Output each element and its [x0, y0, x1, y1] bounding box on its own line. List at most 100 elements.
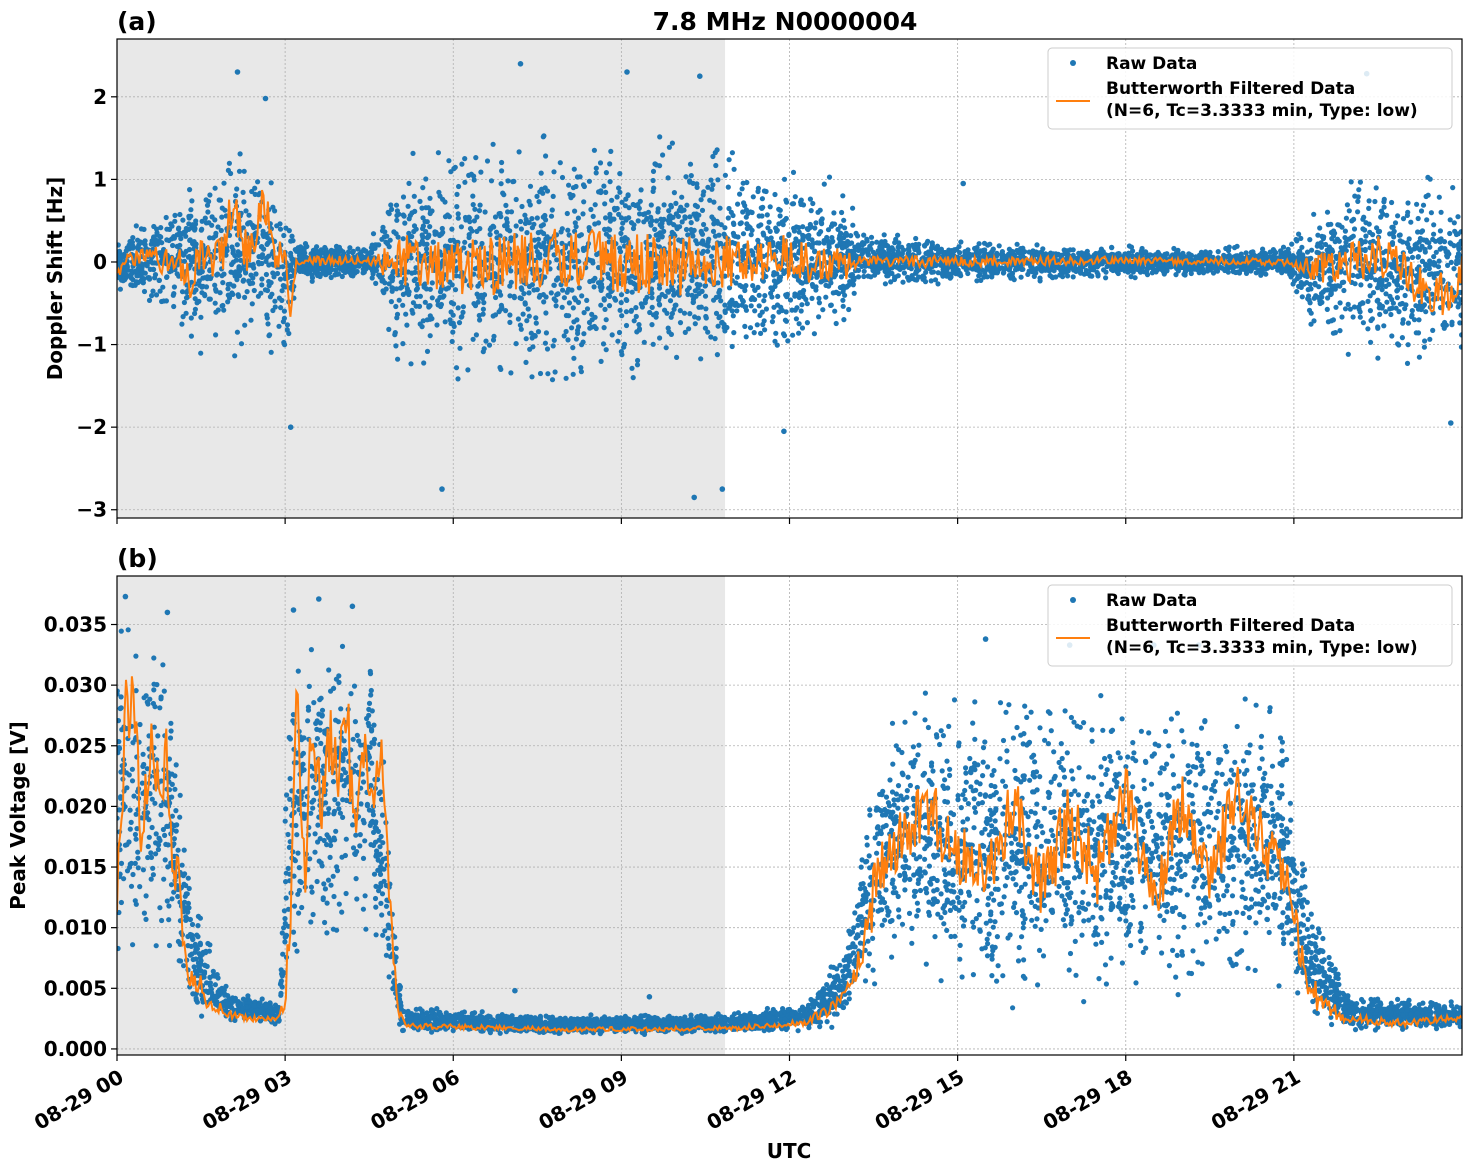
raw-data-point — [1333, 304, 1339, 310]
raw-data-point — [176, 225, 182, 231]
raw-data-point — [233, 193, 239, 199]
raw-data-point — [551, 337, 557, 343]
raw-data-point — [1331, 230, 1337, 237]
raw-data-point — [652, 226, 658, 232]
raw-data-point — [1416, 239, 1422, 245]
raw-data-point — [536, 241, 542, 247]
raw-data-point — [480, 306, 486, 312]
raw-data-point — [392, 330, 398, 336]
raw-data-point — [1431, 231, 1437, 237]
raw-data-point — [665, 175, 671, 181]
raw-data-point — [694, 204, 701, 210]
raw-data-point — [186, 215, 192, 221]
raw-data-point — [1290, 281, 1296, 287]
raw-data-point — [387, 237, 393, 243]
raw-data-point — [538, 229, 544, 235]
raw-data-point — [1372, 277, 1379, 283]
raw-data-point — [768, 285, 774, 291]
raw-data-point — [490, 141, 496, 147]
raw-data-point — [650, 341, 656, 347]
raw-data-point — [1126, 243, 1132, 249]
raw-data-point — [1357, 179, 1363, 185]
raw-data-point — [1431, 275, 1437, 281]
raw-data-point — [878, 244, 885, 250]
raw-data-point — [952, 266, 959, 273]
raw-data-point — [488, 225, 494, 231]
raw-data-point — [805, 226, 811, 233]
raw-data-point — [592, 202, 598, 208]
raw-data-point — [689, 292, 695, 298]
raw-data-point — [580, 211, 586, 217]
raw-data-point — [263, 258, 269, 264]
raw-data-point — [179, 289, 186, 295]
raw-data-point — [248, 317, 254, 323]
raw-data-point — [932, 277, 939, 283]
raw-data-point — [346, 249, 352, 255]
raw-data-point — [268, 180, 274, 186]
raw-data-point — [748, 232, 754, 238]
raw-data-point — [500, 190, 506, 196]
raw-data-point — [535, 253, 542, 259]
raw-data-point — [1422, 246, 1428, 252]
raw-data-point — [450, 237, 456, 243]
raw-data-point — [656, 297, 662, 303]
raw-data-point — [204, 276, 210, 282]
raw-data-point — [513, 341, 519, 347]
raw-data-point — [304, 243, 310, 250]
raw-data-point — [1250, 249, 1256, 255]
raw-data-point — [386, 326, 392, 332]
raw-data-point — [619, 313, 625, 319]
raw-data-point — [618, 300, 624, 306]
raw-data-point — [804, 301, 810, 307]
raw-data-point — [775, 293, 781, 299]
raw-data-point — [462, 214, 469, 221]
raw-data-point — [284, 322, 291, 328]
raw-data-point — [437, 232, 443, 238]
raw-data-point — [394, 315, 400, 321]
raw-data-point — [1309, 247, 1315, 253]
raw-data-point — [172, 218, 178, 224]
raw-data-point — [769, 294, 775, 300]
raw-data-point — [414, 294, 420, 300]
raw-data-point — [661, 228, 667, 234]
raw-data-point — [718, 298, 724, 304]
raw-data-point — [758, 222, 764, 228]
raw-data-point — [154, 230, 160, 236]
raw-data-point — [1328, 289, 1334, 295]
raw-data-point — [258, 290, 264, 296]
raw-data-point — [482, 209, 488, 215]
raw-data-point — [1363, 220, 1369, 226]
raw-data-point — [710, 228, 717, 234]
raw-data-point — [449, 338, 455, 345]
raw-data-point — [669, 140, 676, 146]
raw-data-point — [240, 189, 246, 195]
raw-data-point — [571, 319, 577, 325]
raw-data-point — [1436, 258, 1442, 264]
raw-data-point — [1159, 266, 1165, 273]
raw-data-point — [1299, 294, 1305, 300]
raw-data-point — [702, 325, 709, 331]
raw-data-point — [246, 212, 252, 218]
raw-data-point — [207, 296, 213, 302]
raw-data-point — [622, 203, 629, 209]
raw-data-point — [576, 285, 582, 291]
raw-data-point — [513, 196, 519, 203]
raw-data-point — [1391, 228, 1397, 234]
raw-data-point — [659, 220, 665, 226]
raw-data-point — [1335, 222, 1341, 228]
raw-data-point — [400, 194, 407, 200]
raw-data-point — [1346, 236, 1352, 242]
raw-data-point — [252, 185, 258, 191]
raw-data-point — [549, 207, 555, 213]
raw-data-point — [665, 288, 671, 294]
raw-data-point — [409, 233, 415, 240]
raw-data-point — [1375, 355, 1381, 361]
raw-data-point — [737, 191, 743, 197]
raw-data-point — [543, 310, 549, 316]
raw-data-point — [230, 291, 236, 297]
raw-data-point — [710, 182, 716, 188]
raw-data-point — [712, 233, 719, 239]
raw-data-point — [462, 179, 468, 185]
raw-data-point — [768, 235, 774, 241]
raw-data-point — [133, 223, 139, 229]
